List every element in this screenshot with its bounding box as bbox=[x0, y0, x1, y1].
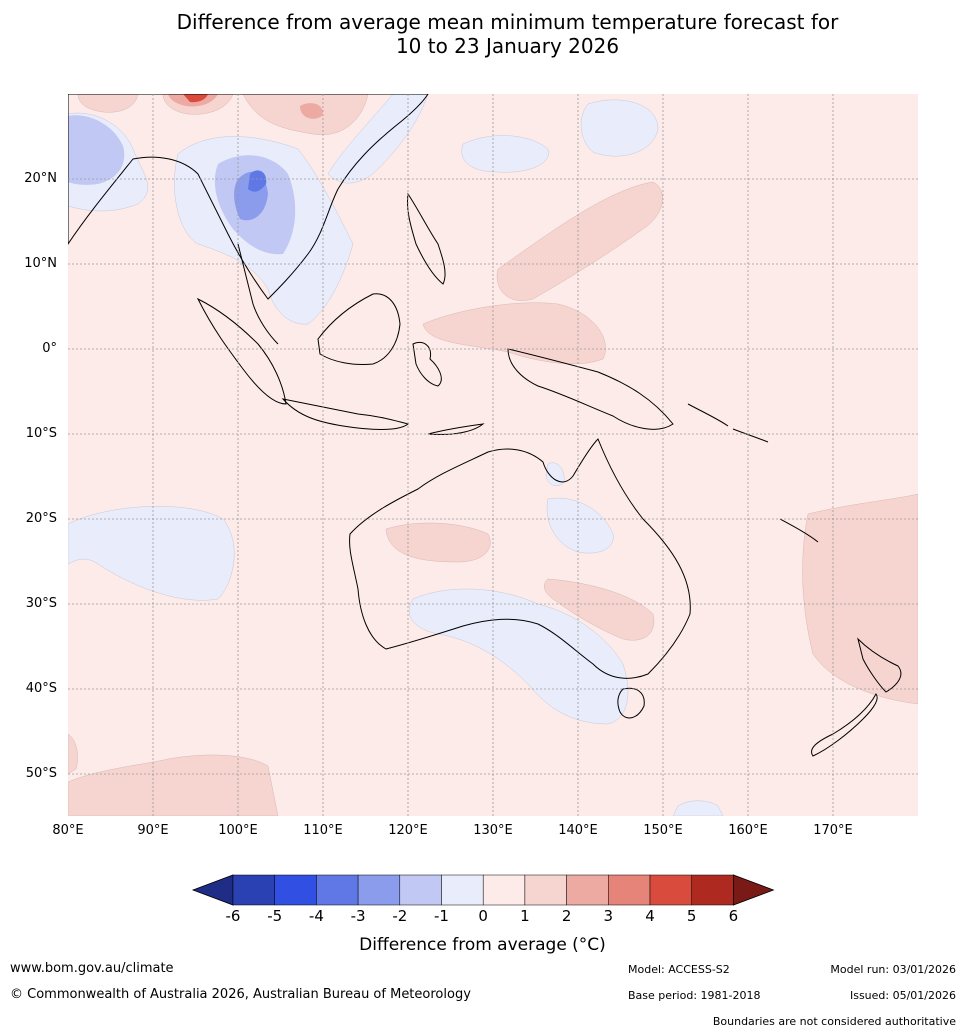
map-svg bbox=[68, 94, 918, 816]
colorbar-tick-label: -6 bbox=[225, 907, 241, 925]
lat-label-10s: 10°S bbox=[25, 426, 57, 441]
lon-label-130e: 130°E bbox=[473, 823, 513, 838]
lat-label-0: 0° bbox=[42, 341, 57, 356]
lon-label-170e: 170°E bbox=[813, 823, 853, 838]
colorbar-tick-label: 6 bbox=[728, 907, 739, 925]
footer-boundaries: Boundaries are not considered authoritat… bbox=[712, 1015, 956, 1028]
solomon-islands-outline bbox=[687, 403, 769, 443]
sumatra-outline bbox=[196, 297, 287, 405]
colorbar-tick-label: -5 bbox=[267, 907, 283, 925]
lon-label-160e: 160°E bbox=[728, 823, 768, 838]
new-zealand-south-outline bbox=[811, 693, 878, 757]
colorbar-tick-label: 1 bbox=[520, 907, 530, 925]
tasmania-outline bbox=[617, 687, 645, 719]
philippines-outline bbox=[407, 192, 446, 285]
lat-label-50s: 50°S bbox=[25, 766, 57, 781]
australia-outline bbox=[349, 438, 691, 679]
chart-title: Difference from average mean minimum tem… bbox=[0, 10, 965, 58]
footer-base-period: Base period: 1981-2018 bbox=[628, 989, 761, 1002]
colorbar-bin bbox=[566, 874, 609, 906]
colorbar-bin bbox=[399, 874, 442, 906]
colorbar-tick-label: -2 bbox=[392, 907, 408, 925]
colorbar-bin bbox=[441, 874, 484, 906]
colorbar-bin bbox=[691, 874, 734, 906]
mainland-asia-outline bbox=[68, 94, 429, 300]
footer-model: Model: ACCESS-S2 bbox=[628, 963, 730, 976]
malay-peninsula-outline bbox=[237, 243, 279, 345]
colorbar-tick-label: -3 bbox=[350, 907, 366, 925]
footer-website[interactable]: www.bom.gov.au/climate bbox=[10, 961, 174, 976]
colorbar-bin bbox=[316, 874, 359, 906]
lon-label-100e: 100°E bbox=[218, 823, 258, 838]
colorbar-bin bbox=[482, 874, 526, 906]
sulawesi-outline bbox=[412, 341, 442, 387]
colorbar-bin bbox=[232, 874, 275, 906]
colorbar-tick-label: 2 bbox=[561, 907, 572, 925]
warm-anomaly-regions bbox=[68, 94, 918, 816]
temperature-anomaly-map[interactable] bbox=[68, 94, 918, 816]
lon-label-120e: 120°E bbox=[388, 823, 428, 838]
new-guinea-outline bbox=[507, 348, 674, 430]
colorbar-tick-label: 5 bbox=[686, 907, 697, 925]
graticule bbox=[68, 94, 918, 816]
footer-copyright: © Commonwealth of Australia 2026, Austra… bbox=[10, 987, 471, 1002]
new-zealand-north-outline bbox=[857, 637, 902, 693]
lat-label-20s: 20°S bbox=[25, 511, 57, 526]
cool-anomaly-regions bbox=[68, 94, 724, 816]
colorbar-bin bbox=[649, 874, 692, 906]
title-line-2: 10 to 23 January 2026 bbox=[395, 34, 620, 58]
footer-issued: Issued: 05/01/2026 bbox=[849, 989, 956, 1002]
lat-label-20n: 20°N bbox=[24, 171, 57, 186]
colorbar-bin bbox=[274, 874, 317, 906]
colorbar-bin bbox=[524, 874, 567, 906]
colorbar-tick-label: -1 bbox=[434, 907, 449, 925]
timor-outline bbox=[427, 423, 485, 435]
colorbar-label: Difference from average (°C) bbox=[359, 935, 606, 955]
borneo-outline bbox=[317, 293, 401, 365]
colorbar-tick-label: 4 bbox=[645, 907, 655, 925]
lat-label-30s: 30°S bbox=[25, 596, 57, 611]
colorbar-tick-label: 3 bbox=[603, 907, 614, 925]
java-outline bbox=[281, 398, 410, 430]
lat-label-10n: 10°N bbox=[24, 256, 57, 271]
colorbar-bin bbox=[608, 874, 651, 906]
lon-label-150e: 150°E bbox=[643, 823, 683, 838]
coastlines bbox=[68, 94, 902, 757]
lon-label-140e: 140°E bbox=[558, 823, 598, 838]
colorbar-tick-label: 0 bbox=[478, 907, 488, 925]
lon-label-110e: 110°E bbox=[303, 823, 343, 838]
lon-label-90e: 90°E bbox=[137, 823, 169, 838]
lat-label-40s: 40°S bbox=[25, 681, 57, 696]
footer-model-run: Model run: 03/01/2026 bbox=[830, 963, 956, 976]
title-line-1: Difference from average mean minimum tem… bbox=[176, 10, 839, 34]
colorbar-extend-low bbox=[191, 874, 234, 906]
colorbar-extend-high bbox=[733, 874, 775, 906]
new-caledonia-outline bbox=[779, 518, 819, 543]
lon-label-80e: 80°E bbox=[52, 823, 84, 838]
colorbar-tick-label: -4 bbox=[308, 907, 324, 925]
colorbar-bin bbox=[357, 874, 401, 906]
